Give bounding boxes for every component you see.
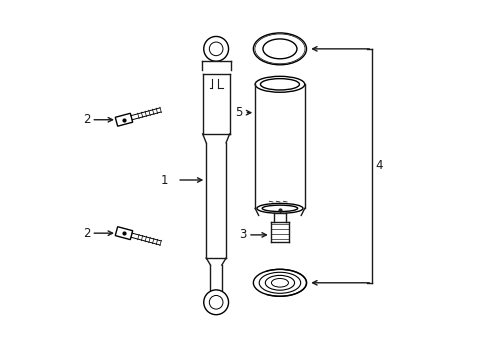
Ellipse shape <box>203 290 228 315</box>
Ellipse shape <box>260 78 299 90</box>
Text: 3: 3 <box>239 228 246 242</box>
Text: 2: 2 <box>83 227 91 240</box>
Ellipse shape <box>255 76 304 92</box>
Ellipse shape <box>253 33 306 65</box>
Text: 2: 2 <box>83 113 91 126</box>
Ellipse shape <box>256 203 303 213</box>
Text: 4: 4 <box>375 159 383 172</box>
Ellipse shape <box>262 205 297 212</box>
Ellipse shape <box>263 39 296 59</box>
Text: 5: 5 <box>235 106 242 119</box>
Ellipse shape <box>203 36 228 61</box>
Text: 1: 1 <box>161 174 168 186</box>
